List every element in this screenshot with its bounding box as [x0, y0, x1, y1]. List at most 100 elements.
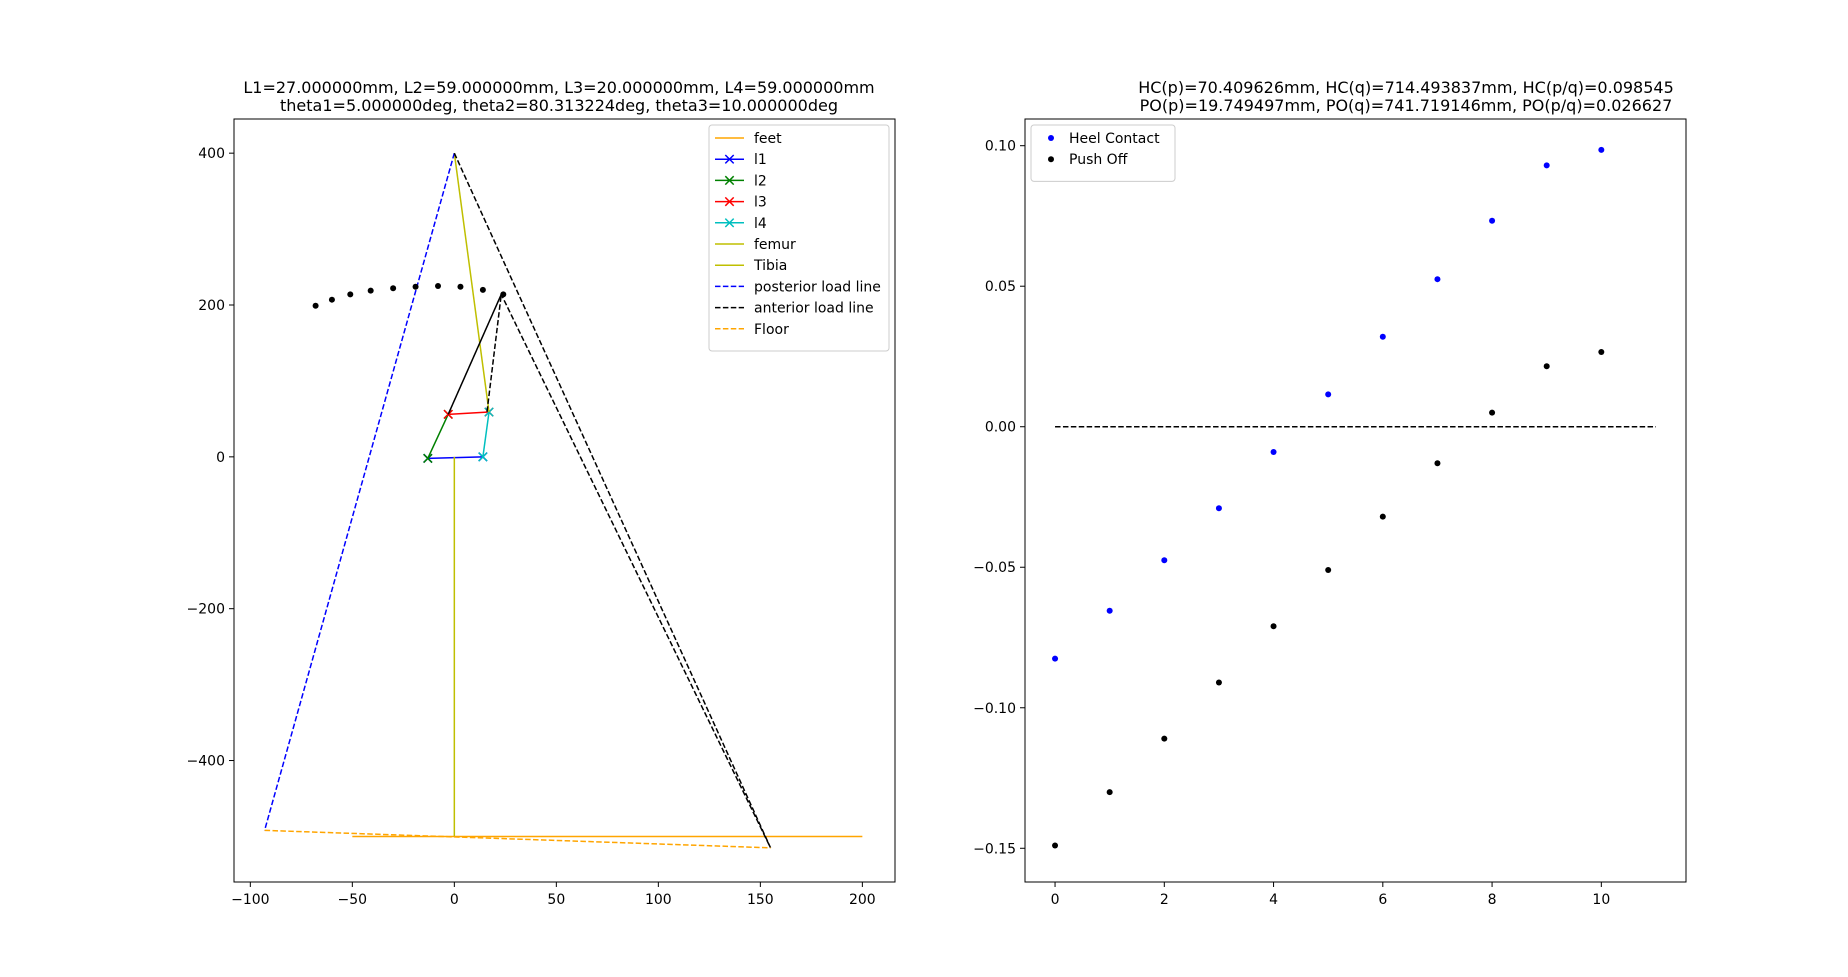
- x-tick-label: −100: [231, 892, 269, 908]
- legend-label: l4: [754, 216, 767, 232]
- legend-item-l3: l3: [715, 195, 767, 211]
- trajectory-point: [347, 291, 354, 298]
- legend-item-push-off: Push Off: [1048, 152, 1128, 168]
- legend-box: [708, 124, 890, 352]
- legend-label: Push Off: [1069, 152, 1128, 168]
- legend-item-feet: feet: [715, 131, 782, 147]
- x-marker: [423, 453, 433, 464]
- legend-label: femur: [754, 237, 796, 253]
- scatter-point: [1106, 607, 1113, 614]
- x-tick-label: −50: [338, 892, 368, 908]
- scatter-point: [1106, 789, 1113, 796]
- series-line: [482, 411, 490, 457]
- x-marker: [484, 407, 494, 417]
- x-tick-label: 150: [747, 892, 774, 908]
- series-l4: [478, 407, 494, 462]
- legend-label: Tibia: [753, 258, 787, 274]
- x-tick-label: 100: [645, 892, 672, 908]
- x-tick-label: 0: [1051, 892, 1060, 908]
- scatter-point: [1052, 655, 1059, 662]
- legend-item-posterior-load-line: posterior load line: [715, 279, 881, 295]
- legend-item-floor: Floor: [715, 322, 789, 338]
- x-tick-label: 200: [849, 892, 876, 908]
- series-line: [264, 829, 771, 849]
- scatter-point: [1598, 348, 1605, 355]
- series-line: [427, 456, 483, 460]
- legend-item-anterior-load-line: anterior load line: [715, 301, 874, 317]
- scatter-point: [1325, 567, 1332, 574]
- y-tick-label: 0: [216, 450, 225, 466]
- scatter-point: [1543, 162, 1550, 169]
- legend-label: feet: [754, 131, 782, 147]
- x-marker: [724, 218, 735, 228]
- scatter-point: [1598, 146, 1605, 153]
- legend-label: l1: [754, 152, 767, 168]
- y-tick-label: −0.15: [973, 841, 1016, 857]
- scatter-point: [1379, 333, 1386, 340]
- legend-item-l1: l1: [715, 152, 767, 168]
- legend-label: Floor: [754, 322, 789, 338]
- scatter-point: [1489, 409, 1496, 416]
- legend-label: Heel Contact: [1069, 131, 1160, 147]
- scatter-point: [1215, 505, 1222, 512]
- legend-label: posterior load line: [754, 279, 881, 295]
- chart-title-line-1: L1=27.000000mm, L2=59.000000mm, L3=20.00…: [243, 78, 874, 97]
- scatter-point: [1161, 557, 1168, 564]
- legend-label: l3: [754, 195, 767, 211]
- series-heel-contact: [1052, 146, 1605, 662]
- series-posterior-load-line: [263, 152, 456, 831]
- y-tick-label: −400: [187, 754, 225, 770]
- legend-item-l2: l2: [715, 173, 767, 189]
- trajectory-point: [457, 283, 464, 290]
- legend-item-femur: femur: [715, 237, 796, 253]
- x-marker: [724, 175, 735, 186]
- legend-item-l4: l4: [715, 216, 767, 232]
- chart-title-line-2: PO(p)=19.749497mm, PO(q)=741.719146mm, P…: [1140, 96, 1673, 115]
- y-tick-label: 400: [198, 146, 225, 162]
- y-tick-label: 0.00: [985, 420, 1016, 436]
- trajectory-point: [435, 283, 442, 290]
- x-marker: [478, 452, 488, 462]
- trajectory-point: [390, 285, 397, 292]
- linkage-chart: L1=27.000000mm, L2=59.000000mm, L3=20.00…: [187, 78, 896, 908]
- series-anterior-load-line: [447, 152, 772, 849]
- trajectory-points: [312, 283, 507, 309]
- heel-pushoff-chart: HC(p)=70.409626mm, HC(q)=714.493837mm, H…: [973, 78, 1687, 908]
- x-marker: [724, 196, 735, 207]
- x-tick-label: 0: [450, 892, 459, 908]
- scatter-point: [1215, 679, 1222, 686]
- scatter-point: [1543, 363, 1550, 370]
- scatter-point: [1379, 513, 1386, 520]
- series-line: [427, 414, 449, 459]
- series-femur: [453, 153, 490, 413]
- y-tick-label: −0.10: [973, 701, 1016, 717]
- x-tick-label: 8: [1488, 892, 1497, 908]
- scatter-point: [1270, 449, 1277, 456]
- scatter-point: [1325, 391, 1332, 398]
- y-tick-label: 0.10: [985, 139, 1016, 155]
- plot-frame: [233, 118, 896, 883]
- trajectory-point: [412, 283, 419, 290]
- y-tick-label: 0.05: [985, 279, 1016, 295]
- trajectory-point: [479, 286, 486, 293]
- series-line: [263, 152, 456, 831]
- legend-label: anterior load line: [754, 301, 874, 317]
- x-tick-label: 2: [1160, 892, 1169, 908]
- legend-label: l2: [754, 173, 767, 189]
- legend-swatch: [1048, 156, 1054, 163]
- legend-item-heel-contact: Heel Contact: [1048, 131, 1160, 147]
- y-tick-label: −200: [187, 602, 225, 618]
- x-tick-label: 50: [547, 892, 565, 908]
- scatter-point: [1434, 460, 1441, 467]
- trajectory-point: [312, 302, 319, 309]
- x-tick-label: 4: [1269, 892, 1278, 908]
- plot-frame: [1024, 118, 1687, 883]
- legend-box: [1030, 124, 1176, 182]
- scatter-point: [1052, 842, 1059, 849]
- series-push-off: [1052, 348, 1605, 849]
- scatter-point: [1270, 623, 1277, 630]
- legend: feet l1 l2 l3 l4 femur Tibia posterior load lin…: [708, 124, 890, 352]
- y-tick-label: −0.05: [973, 560, 1016, 576]
- series-floor: [264, 829, 771, 849]
